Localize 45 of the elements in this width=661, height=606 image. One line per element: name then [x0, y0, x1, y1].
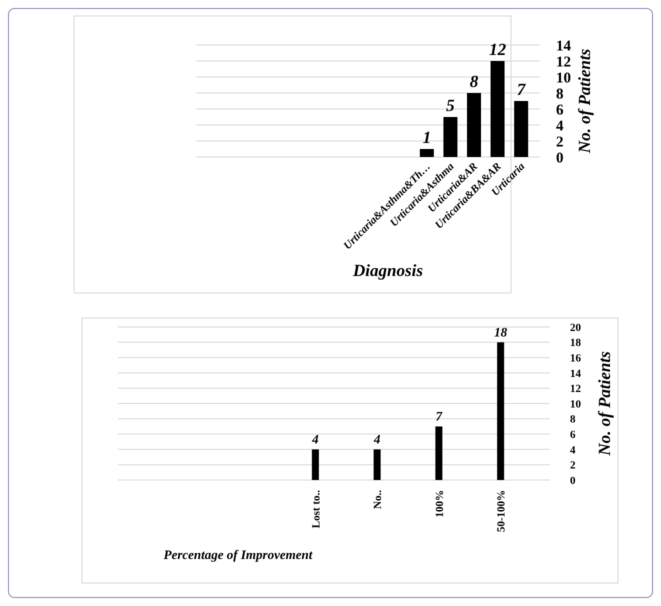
bar: [443, 117, 458, 157]
bar: [435, 426, 442, 480]
y-tick-label: 14: [556, 38, 572, 54]
data-label: 18: [494, 324, 508, 340]
y-tick-label: 12: [556, 54, 571, 70]
bar: [420, 149, 434, 157]
data-label: 12: [489, 40, 507, 59]
y-tick-label: 2: [570, 460, 576, 472]
y-tick-label: 0: [570, 474, 576, 487]
y-tick-label: 0: [556, 150, 564, 166]
data-label: 7: [516, 80, 527, 99]
x-tick-label: No..: [372, 490, 384, 509]
bar: [514, 101, 528, 157]
y-tick-label: 6: [570, 428, 576, 441]
bar: [497, 342, 504, 480]
x-tick-label: Lost to..: [310, 490, 322, 528]
bar: [374, 449, 381, 480]
data-label: 4: [311, 431, 320, 446]
y-tick-label: 10: [556, 70, 571, 86]
y-tick-label: 2: [556, 134, 564, 150]
y-tick-label: 14: [570, 368, 582, 380]
data-label: 5: [446, 96, 456, 115]
bar: [312, 449, 319, 480]
x-axis-title: Percentage of Improvement: [164, 547, 313, 562]
y-tick-label: 10: [570, 398, 582, 410]
x-tick-label: 100%: [434, 490, 446, 518]
y-tick-label: 8: [556, 86, 564, 102]
x-tick-label: 50-100%: [496, 490, 508, 532]
y-tick-label: 12: [570, 383, 582, 396]
y-tick-label: 6: [556, 102, 564, 118]
y-tick-label: 4: [556, 118, 564, 134]
bar: [490, 61, 505, 157]
bar: [467, 93, 481, 157]
data-label: 1: [422, 128, 432, 147]
y-tick-label: 20: [570, 322, 582, 334]
x-axis-title: Diagnosis: [352, 261, 424, 280]
y-tick-label: 18: [570, 337, 582, 350]
y-tick-label: 16: [570, 352, 582, 364]
y-tick-label: 8: [570, 414, 576, 426]
data-label: 8: [470, 72, 479, 91]
y-axis-title: No. of Patients: [595, 350, 614, 457]
data-label: 4: [372, 431, 381, 446]
y-tick-label: 4: [570, 444, 576, 456]
y-axis-title: No. of Patients: [575, 48, 594, 154]
data-label: 7: [436, 408, 443, 424]
